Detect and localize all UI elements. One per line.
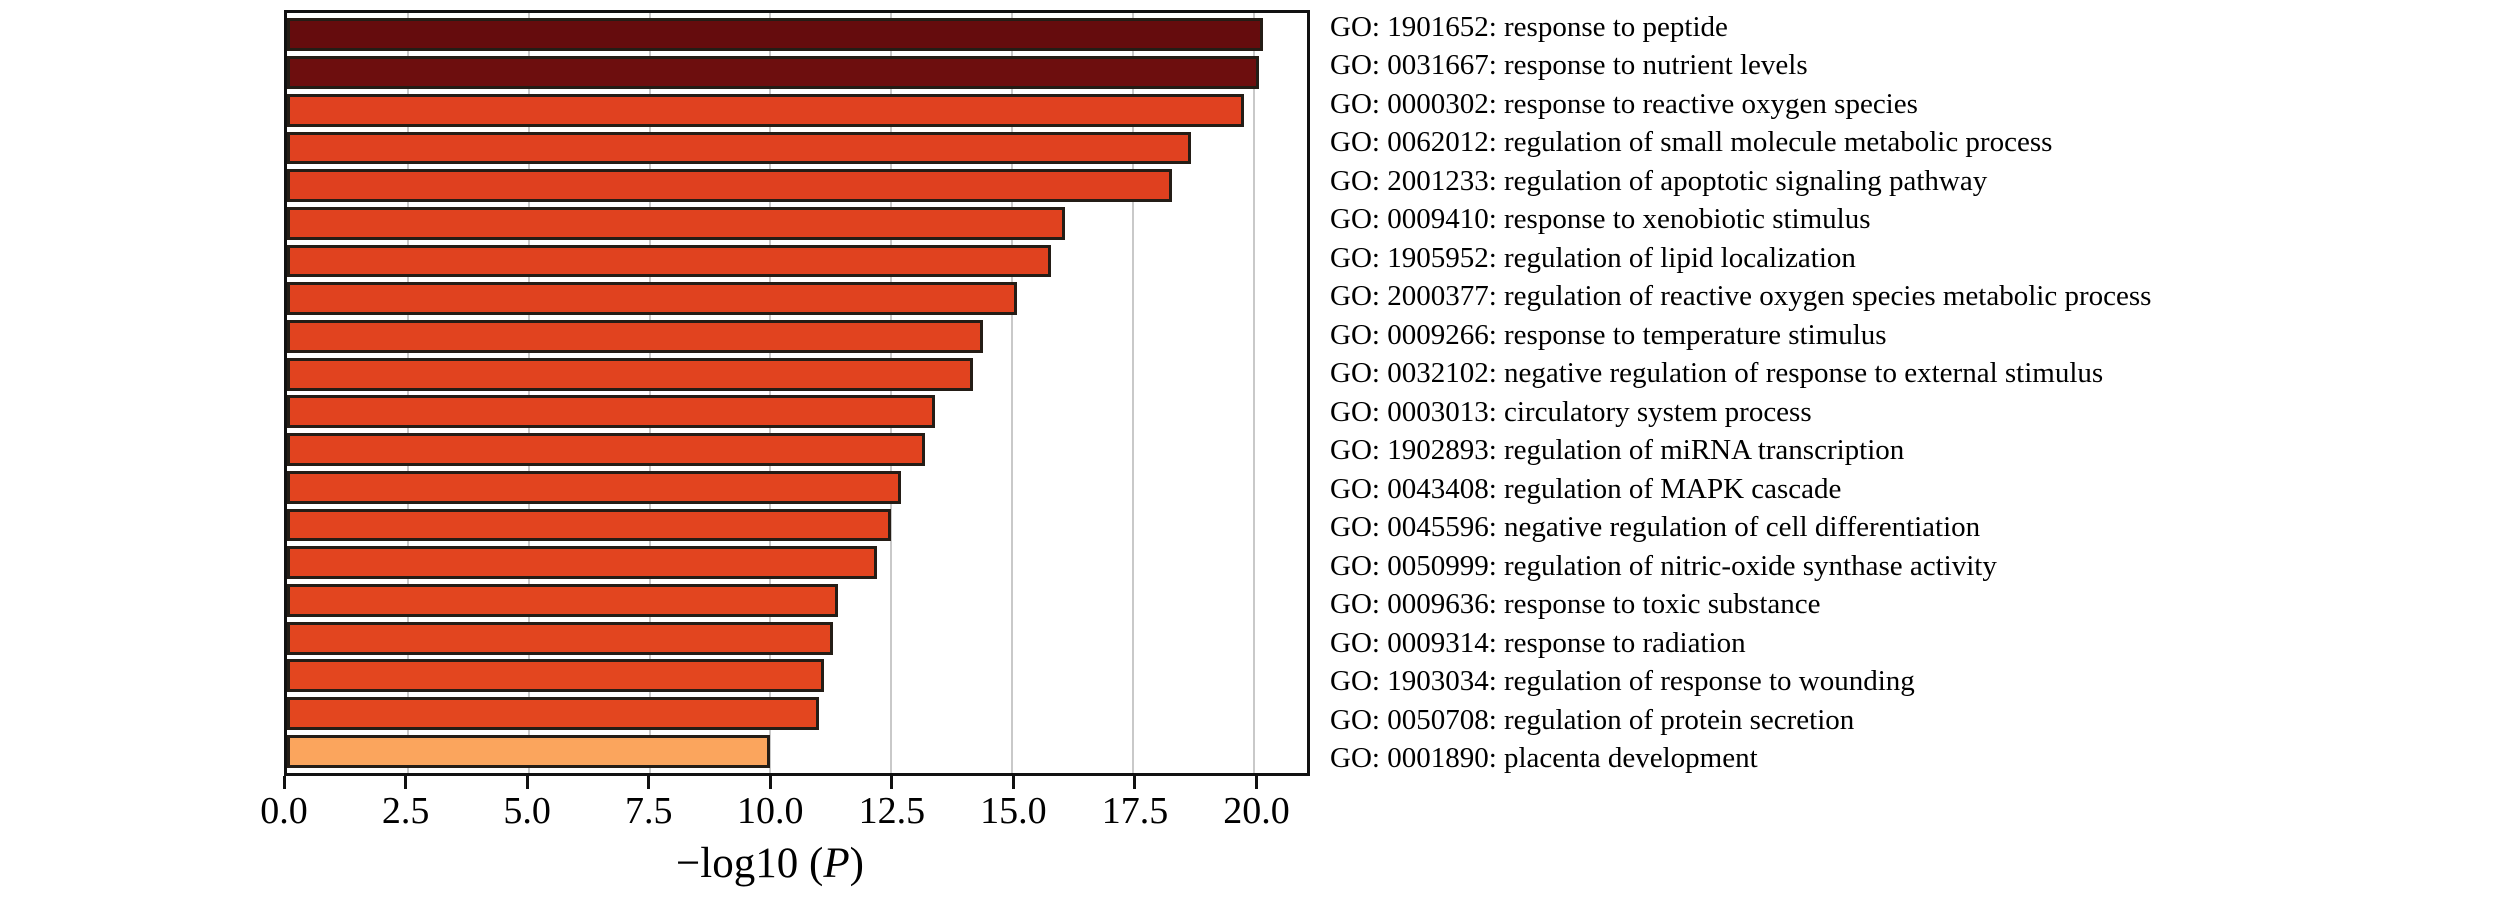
go-term-label: GO: 0000302: response to reactive oxygen… [1330, 87, 1918, 120]
x-axis-tick-label: 2.5 [381, 790, 430, 832]
x-axis-tick [1011, 776, 1015, 789]
go-term-label: GO: 0032102: negative regulation of resp… [1330, 357, 2104, 390]
go-term-label: GO: 0045596: negative regulation of cell… [1330, 511, 1981, 544]
go-term-label: GO: 0001890: placenta development [1330, 742, 1758, 775]
bar-row [287, 544, 1307, 582]
go-term-label: GO: 0062012: regulation of small molecul… [1330, 126, 2053, 159]
bar-row [287, 468, 1307, 506]
bar-row [287, 732, 1307, 770]
x-axis-tick-label: 0.0 [260, 790, 308, 832]
bar-row [287, 54, 1307, 92]
term-labels: GO: 1901652: response to peptide GO: 0031… [1330, 8, 2151, 778]
gridline [1011, 13, 1014, 773]
bar [287, 18, 1264, 52]
go-term-label: GO: 1901652: response to peptide [1330, 10, 1728, 43]
bar-row [287, 205, 1307, 243]
go-term-label: GO: 0031667: response to nutrient levels [1330, 49, 1808, 82]
bar-row [287, 657, 1307, 695]
bar-row [287, 393, 1307, 431]
bar [287, 659, 824, 693]
go-term-label: GO: 2001233: regulation of apoptotic sig… [1330, 164, 1988, 197]
go-term-label: GO: 2000377: regulation of reactive oxyg… [1330, 280, 2152, 313]
x-axis-tick [282, 776, 286, 789]
bar-row [287, 431, 1307, 469]
bar [287, 470, 901, 504]
go-term-label: GO: 0050708: regulation of protein secre… [1330, 703, 1855, 736]
bar [287, 320, 984, 353]
gridline [648, 13, 651, 773]
bar [287, 93, 1245, 127]
x-axis-title: −log10 (P) [284, 842, 1256, 885]
go-term-label: GO: 0009410: response to xenobiotic stim… [1330, 203, 1871, 236]
go-term-label: GO: 1902893: regulation of miRNA transcr… [1330, 434, 1905, 467]
bar-row [287, 167, 1307, 205]
bar-row [287, 91, 1307, 129]
bar-row [287, 129, 1307, 167]
x-axis-tick-label: 7.5 [624, 790, 673, 832]
bar [287, 697, 819, 730]
bar-row [287, 695, 1307, 733]
x-axis-tick [1133, 776, 1137, 789]
go-term-label: GO: 0009314: response to radiation [1330, 626, 1746, 659]
go-term-label: GO: 0009636: response to toxic substance [1330, 588, 1821, 621]
x-axis-tick [890, 776, 894, 789]
bar [287, 244, 1051, 278]
gridline [527, 13, 530, 773]
gridline [1252, 13, 1255, 773]
x-axis-title-prefix: −log10 ( [676, 840, 824, 887]
bar-row [287, 582, 1307, 620]
bar-row [287, 16, 1307, 54]
bar [287, 546, 877, 580]
go-term-label: GO: 0003013: circulatory system process [1330, 395, 1812, 428]
go-term-label: GO: 0043408: regulation of MAPK cascade [1330, 472, 1842, 505]
bar [287, 357, 974, 391]
bar [287, 508, 892, 542]
gridline [406, 13, 409, 773]
x-axis-tick-label: 10.0 [737, 790, 804, 832]
go-term-label: GO: 0009266: response to temperature sti… [1330, 318, 1887, 351]
gridline [1131, 13, 1134, 773]
x-axis-tick-label: 15.0 [980, 790, 1047, 832]
go-term-label: GO: 0050999: regulation of nitric-oxide … [1330, 549, 1997, 582]
gridline [769, 13, 772, 773]
bar [287, 734, 771, 768]
bar [287, 584, 839, 617]
x-axis-tick [525, 776, 529, 789]
x-axis-title-p: P [823, 840, 850, 887]
gridline [890, 13, 893, 773]
bar [287, 621, 834, 655]
bar [287, 433, 926, 466]
bar [287, 282, 1017, 316]
bar-row [287, 506, 1307, 544]
bar-row [287, 280, 1307, 318]
go-term-label: GO: 1903034: regulation of response to w… [1330, 665, 1915, 698]
bar-row [287, 318, 1307, 356]
bar-row [287, 242, 1307, 280]
x-axis-tick [647, 776, 651, 789]
bar [287, 206, 1066, 240]
bar-row [287, 355, 1307, 393]
x-axis-title-suffix: ) [849, 840, 864, 887]
x-axis-tick [1255, 776, 1258, 789]
x-axis-tick-label: 12.5 [858, 790, 926, 832]
x-axis-tick [768, 776, 772, 789]
plot-area [284, 10, 1310, 776]
x-axis-tick-label: 17.5 [1101, 790, 1169, 832]
x-axis-tick-label: 20.0 [1223, 790, 1290, 832]
gridlines [287, 13, 1307, 773]
bar [287, 395, 935, 429]
go-term-label: GO: 1905952: regulation of lipid localiz… [1330, 241, 1856, 274]
bars [287, 13, 1307, 773]
bar [287, 169, 1172, 203]
x-axis-ticks: 0.0 2.5 5.0 7.5 10.0 12.5 15.0 17.5 20.0 [260, 776, 1310, 851]
x-axis-tick-label: 5.0 [503, 790, 551, 832]
bar [287, 131, 1191, 165]
x-axis-tick [404, 776, 408, 789]
bar-row [287, 619, 1307, 657]
bar [287, 56, 1259, 89]
